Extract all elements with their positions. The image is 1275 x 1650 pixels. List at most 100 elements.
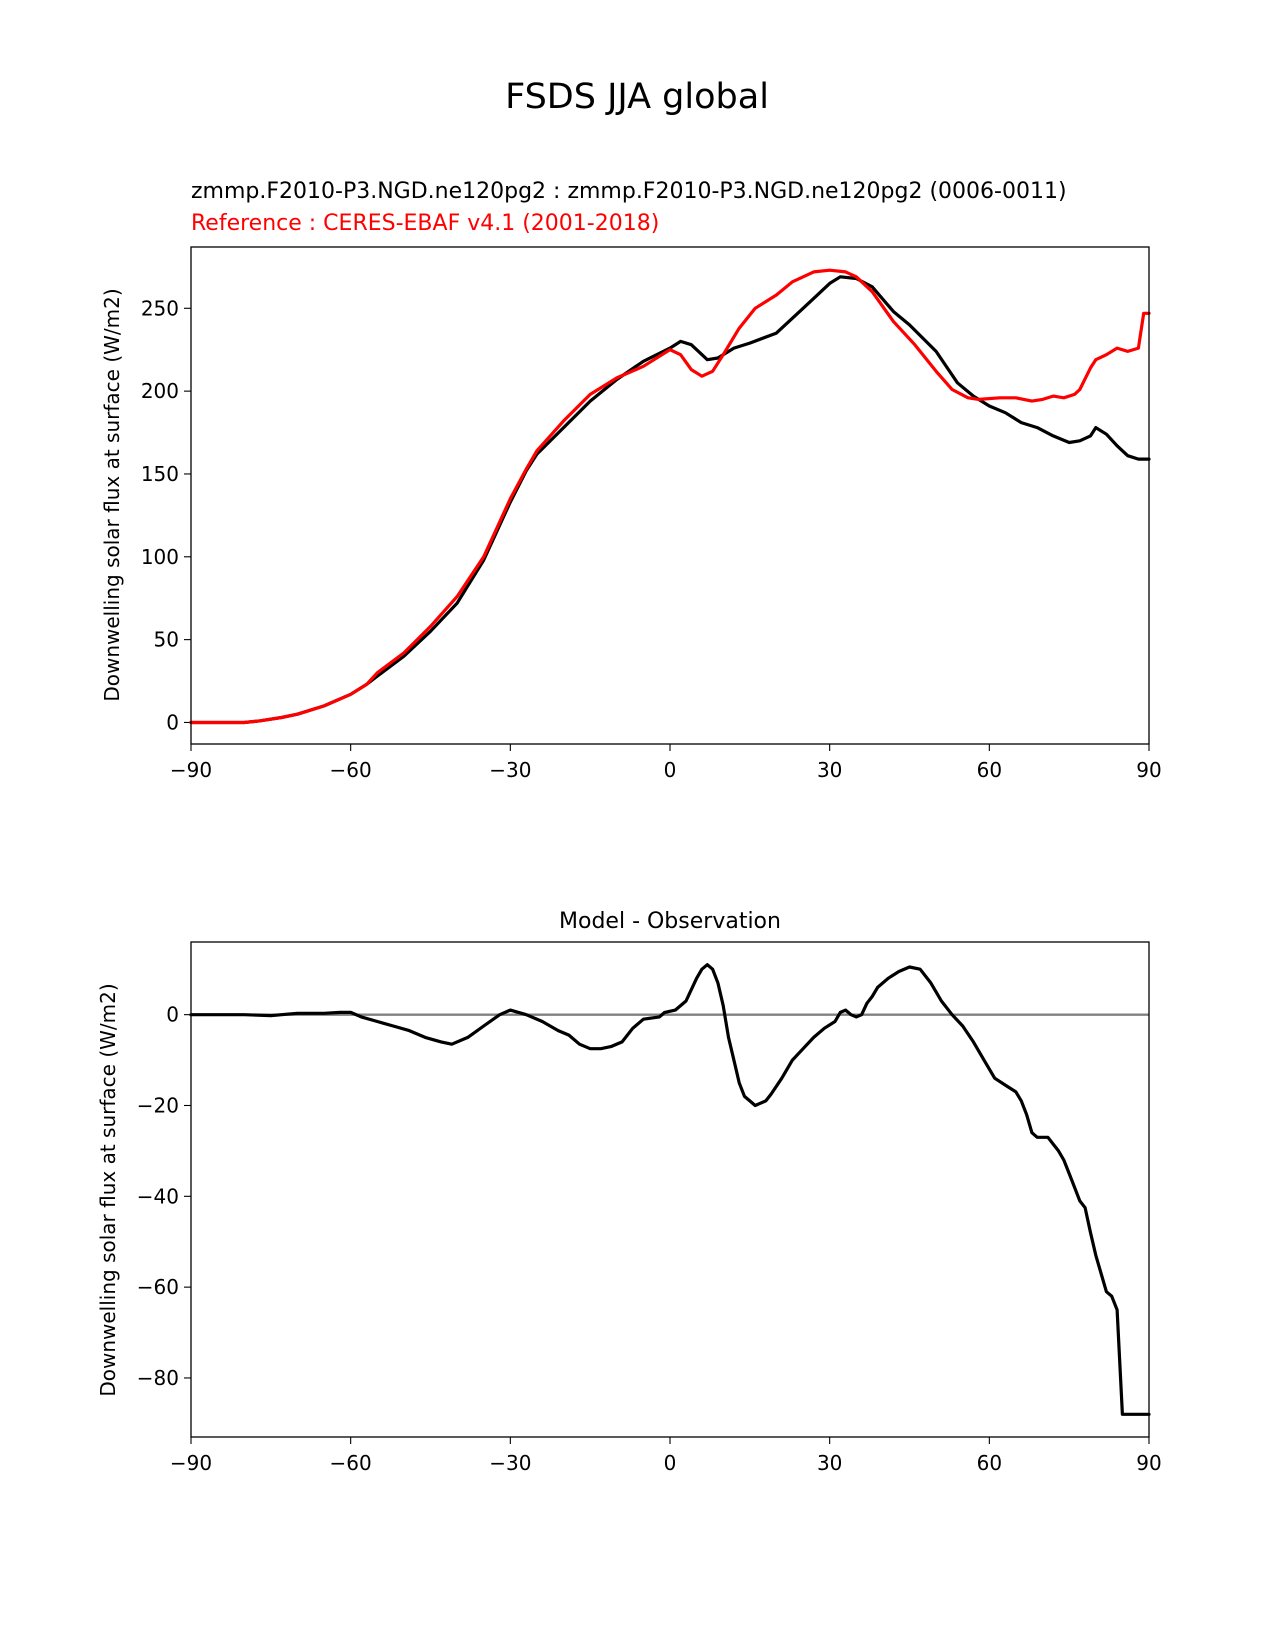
top-series-1-point [668,348,672,351]
bottom-series-0-point [1068,1172,1071,1175]
bottom-series-0-point [849,1013,853,1016]
top-series-1-point [216,721,219,724]
bottom-series-0-point [918,968,922,971]
top-series-1-point [259,719,262,722]
bottom-xtick-label: 60 [977,1451,1002,1475]
bottom-series-0-point [700,968,704,971]
top-series-1-point [812,270,815,274]
top-series-1-point [280,716,283,719]
bottom-series-0-point [1025,1113,1028,1116]
bottom-series-0-point [871,995,874,998]
top-series-1-point [1089,366,1092,370]
bottom-series-0-point [732,1058,736,1062]
top-series-0-point [748,341,751,345]
top-yticks: 0 50 100 150 200 250 [141,296,191,734]
top-series-0-point [1004,411,1007,414]
top-series-1-point [1041,398,1044,401]
top-series-0-point [871,285,874,288]
bottom-xtick-label: −60 [330,1451,372,1475]
top-series-1-point [365,683,368,686]
top-series-1-point [296,713,299,716]
top-series-0-point [892,310,895,313]
top-series-1-point [828,269,831,272]
bottom-xticks: −90 −60 −30 0 30 60 90 [170,1437,1162,1475]
bottom-series-0-point [578,1043,581,1046]
top-series-1-point [1030,399,1034,403]
bottom-series-0-point [424,1036,427,1039]
bottom-series-0-point [1030,1131,1034,1134]
top-series-0-point [956,381,959,384]
bottom-series-0-point [498,1013,501,1016]
bottom-series-0-point [982,1058,986,1062]
top-series-0-point [828,282,831,285]
top-series-0-line [189,275,1151,725]
bottom-series-0-point [769,1092,773,1096]
top-series-1-point [998,396,1002,399]
top-panel: zmmp.F2010-P3.NGD.ne120pg2 : zmmp.F2010-… [100,179,1162,782]
bottom-series-0-point [620,1040,624,1044]
bottom-series-0-point [993,1077,996,1080]
bottom-series-0-point [1073,1186,1076,1189]
top-series-0-point [908,323,911,327]
bottom-series-0-point [322,1012,326,1015]
top-series-1-point [1073,393,1076,396]
top-series-1-point [934,370,938,373]
bottom-series-0-point [695,977,698,980]
bottom-series-0-point [509,1008,512,1012]
bottom-xtick-label: −30 [489,1451,531,1475]
bottom-series-0-point [1046,1136,1050,1139]
top-series-1-point [977,398,980,401]
bottom-series-0-point [631,1027,634,1030]
bottom-series-0-point [780,1077,783,1080]
bottom-series-0-point [754,1104,757,1107]
bottom-yticks: −80 −60 −40 −20 0 [137,1003,191,1390]
top-series-1-point [509,497,512,500]
top-series-1-point [754,307,757,310]
top-ytick-label: 100 [141,545,179,569]
top-series-0-point [1089,434,1092,438]
top-series-1-point [966,396,970,399]
bottom-title: Model - Observation [559,909,781,934]
top-series-0-point [716,356,720,360]
bottom-series-0-point [466,1036,469,1039]
top-series-1-point [482,555,485,558]
top-series-0-point [1036,426,1039,429]
top-series-0-point [1094,426,1098,429]
bottom-series-0-point [1105,1290,1108,1293]
bottom-series-0-point [408,1029,411,1032]
top-ytick-label: 0 [166,710,179,734]
figure-title: FSDS JJA global [505,77,769,117]
top-series-1-point [950,388,954,391]
top-ytick-label: 250 [141,296,179,320]
bottom-ytick-label: −40 [137,1184,179,1208]
top-series-0-point [1020,421,1023,424]
bottom-series-0-point [972,1040,975,1044]
bottom-xtick-label: 0 [664,1451,677,1475]
top-series-1-point [243,721,246,724]
top-series-1-point [1105,353,1108,356]
bottom-series-0-point [658,1015,661,1019]
bottom-plot-frame [190,941,1150,1438]
bottom-series-0-point [1121,1413,1124,1416]
top-series-0-point [988,404,991,408]
top-series-0-point [801,307,805,310]
bottom-series-0-point [839,1011,842,1014]
bottom-series-0-point [392,1024,395,1028]
top-series-1-point [844,270,847,274]
top-series-0-point [402,655,406,658]
bottom-series-0-point [1115,1308,1119,1312]
top-series-1-point [1115,346,1119,350]
bottom-panel: Model - Observation −80 −60 −40 −20 0 −90 −60… [96,909,1162,1475]
bottom-series-0-point [1014,1090,1018,1094]
top-series-1-point [1014,396,1018,399]
bottom-series-0-point [940,999,943,1003]
bottom-series-0-point [360,1015,363,1019]
top-ytick-label: 200 [141,379,179,403]
bottom-series-0-point [1036,1136,1039,1139]
bottom-series-0-point [897,970,901,973]
top-xtick-label: 90 [1136,758,1161,782]
bottom-series-0-point [748,1099,751,1103]
bottom-series-0-point [706,963,709,966]
